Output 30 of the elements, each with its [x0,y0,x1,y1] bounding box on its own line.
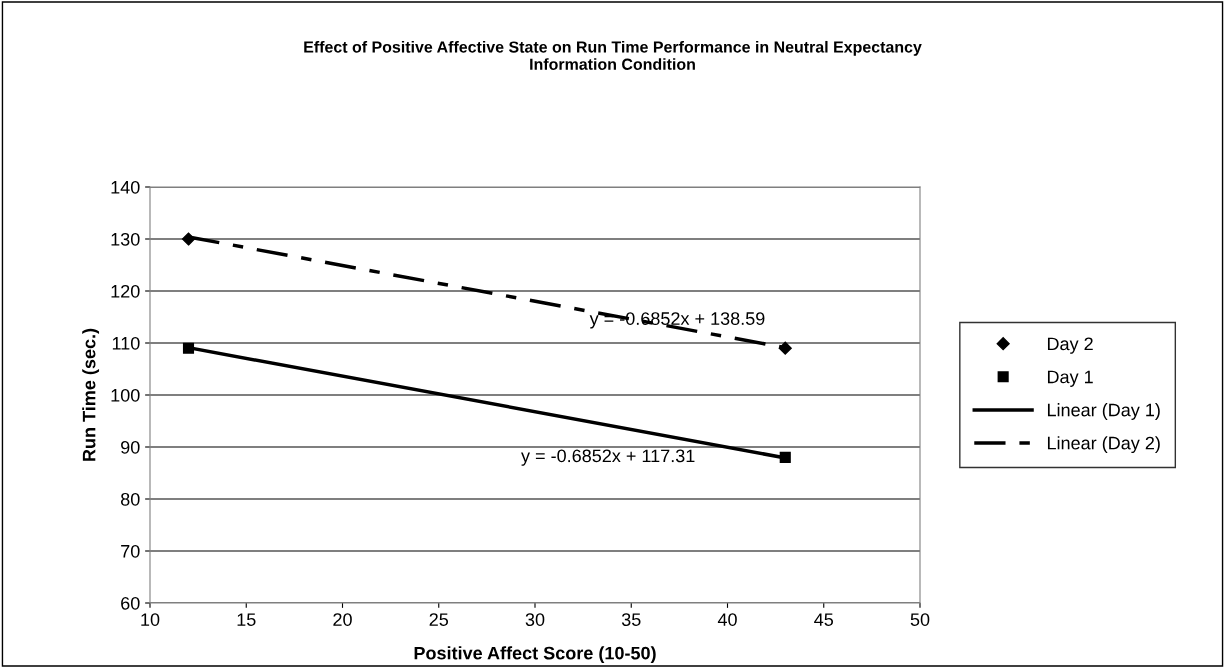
legend-label: Linear (Day 2) [1047,436,1160,454]
y-tick-label: 70 [121,544,140,558]
legend-label: Linear (Day 1) [1047,403,1160,420]
annotation: y = -0.6852x + 117.31 [521,449,695,466]
point [181,232,196,246]
y-tick-label: 60 [121,596,140,610]
x-tick-label: 15 [237,613,256,626]
chart-title: Effect of Positive Affective State on Run Time Performance in Neutral Expectancy Information Condition [304,40,922,70]
x-axis-title: Positive Affect Score (10-50) [414,646,656,664]
x-tick-label: 25 [429,613,449,626]
point [779,451,791,463]
legend-label: Day 2 [1047,337,1093,354]
y-tick-label: 120 [111,284,140,298]
x-tick-label: 10 [141,613,160,626]
y-tick-label: 100 [111,388,140,402]
x-tick-label: 35 [621,613,641,626]
x-tick-label: 30 [525,613,545,626]
y-axis-title: Run Time (sec.) [82,328,100,461]
x-tick-label: 20 [333,613,352,626]
y-tick-label: 80 [120,492,140,506]
y-tick-label: 130 [111,232,140,246]
point [182,342,195,354]
legend-label: Day 1 [1047,370,1093,387]
x-tick-label: 40 [717,613,737,626]
x-tick-label: 50 [910,613,930,626]
y-tick-label: 90 [121,440,140,454]
y-tick-label: 110 [112,336,140,350]
x-tick-label: 45 [814,613,834,626]
point [778,341,792,355]
y-tick-label: 140 [111,180,140,194]
